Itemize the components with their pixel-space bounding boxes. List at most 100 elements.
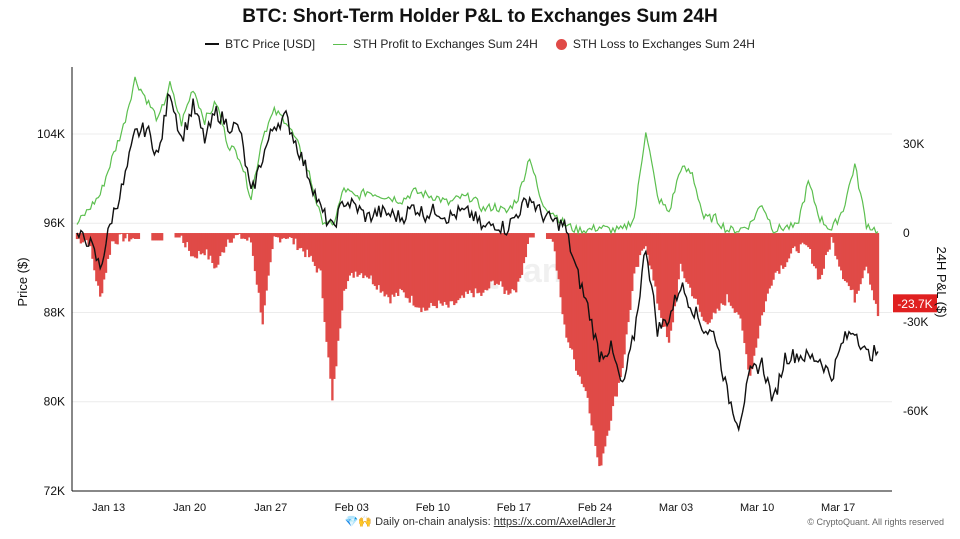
loss-bar	[611, 233, 615, 407]
loss-bar	[762, 233, 766, 313]
loss-bar	[422, 233, 425, 308]
loss-bar	[106, 233, 110, 259]
loss-bar	[462, 233, 466, 298]
loss-bar	[278, 233, 282, 243]
loss-bar	[545, 233, 549, 239]
y-tick-label: 72K	[44, 484, 65, 498]
loss-bar	[269, 233, 272, 263]
loss-bar	[756, 233, 760, 339]
loss-bar	[453, 233, 456, 306]
loss-bar	[772, 233, 775, 280]
loss-bar	[602, 233, 605, 454]
loss-bar	[644, 233, 647, 247]
y-tick-label: 80K	[44, 395, 65, 409]
loss-bar	[87, 233, 90, 245]
loss-bar	[749, 233, 752, 376]
footer-link[interactable]: https://x.com/AxelAdlerJr	[493, 516, 616, 528]
loss-bar	[795, 233, 798, 252]
loss-bar	[375, 233, 379, 290]
loss-bar	[516, 233, 520, 282]
loss-bar	[691, 233, 694, 297]
loss-bar	[131, 233, 135, 239]
x-tick-label: Feb 03	[335, 502, 369, 514]
loss-bar	[694, 233, 698, 299]
x-tick-label: Mar 03	[659, 502, 693, 514]
loss-bar	[205, 233, 208, 250]
loss-bar	[495, 233, 499, 284]
loss-bar	[220, 233, 224, 253]
loss-bar	[820, 233, 824, 275]
x-tick-label: Feb 17	[497, 502, 531, 514]
loss-bar	[451, 233, 454, 302]
loss-bar	[480, 233, 483, 296]
loss-bar	[522, 233, 526, 264]
loss-bar	[586, 233, 589, 398]
loss-bar	[112, 233, 115, 242]
loss-bar	[799, 233, 802, 245]
loss-bar	[468, 233, 471, 291]
loss-bar	[598, 233, 601, 467]
loss-bar	[288, 233, 291, 238]
loss-bar	[664, 233, 667, 327]
loss-bar	[836, 233, 839, 260]
loss-bar	[217, 233, 220, 265]
loss-bar	[753, 233, 756, 356]
loss-bar	[284, 233, 288, 239]
loss-bar	[435, 233, 439, 309]
loss-bar	[79, 233, 83, 244]
loss-bar	[683, 233, 686, 279]
loss-bar	[654, 233, 657, 287]
loss-bar	[849, 233, 853, 291]
loss-bar	[754, 233, 758, 348]
loss-bar	[828, 233, 831, 250]
loss-bar	[567, 233, 570, 343]
loss-bar	[865, 233, 868, 267]
y-tick-label: 104K	[37, 127, 65, 141]
loss-bar	[638, 233, 642, 256]
loss-bar	[532, 233, 535, 238]
loss-bar	[242, 233, 245, 239]
loss-bar	[776, 233, 779, 272]
loss-bar	[501, 233, 504, 287]
loss-bar	[178, 233, 181, 238]
loss-bar	[673, 233, 677, 307]
loss-bar	[580, 233, 584, 384]
loss-bar	[340, 233, 344, 311]
loss-bar	[727, 233, 731, 303]
loss-bar	[872, 233, 876, 301]
loss-bar	[571, 233, 574, 350]
loss-bar	[499, 233, 502, 282]
loss-bar	[404, 233, 408, 298]
legend-item-price[interactable]: BTC Price [USD]	[205, 37, 315, 51]
loss-bar	[768, 233, 771, 289]
loss-bar	[383, 233, 386, 297]
loss-bar	[354, 233, 357, 272]
loss-bar	[261, 233, 264, 325]
loss-bar	[478, 233, 481, 293]
loss-bar	[344, 233, 348, 289]
loss-bar	[455, 233, 458, 304]
loss-bar	[389, 233, 392, 304]
loss-bar	[816, 233, 820, 280]
loss-bar	[530, 233, 533, 238]
legend-item-profit[interactable]: STH Profit to Exchanges Sum 24H	[333, 37, 538, 51]
loss-bar	[441, 233, 444, 306]
loss-bar	[271, 233, 274, 250]
loss-bar	[191, 233, 195, 257]
loss-bar	[513, 233, 516, 291]
loss-bar	[476, 233, 479, 294]
loss-bar	[621, 233, 624, 369]
loss-bar	[814, 233, 818, 269]
loss-bar	[126, 233, 129, 234]
loss-bar	[275, 233, 278, 238]
loss-bar	[863, 233, 866, 271]
loss-bar	[201, 233, 204, 254]
loss-bar	[249, 233, 253, 243]
x-tick-label: Jan 27	[254, 502, 287, 514]
loss-bar	[584, 233, 588, 392]
loss-bar	[847, 233, 851, 287]
legend-item-loss[interactable]: STH Loss to Exchanges Sum 24H	[555, 37, 755, 51]
loss-bar	[634, 233, 638, 267]
loss-bar	[443, 233, 446, 302]
